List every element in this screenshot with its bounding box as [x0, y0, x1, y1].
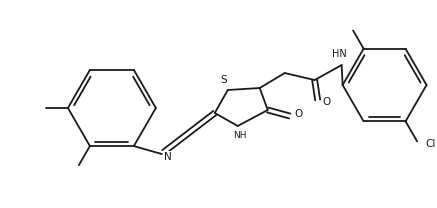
Text: HN: HN	[332, 49, 347, 59]
Text: O: O	[295, 109, 303, 119]
Text: O: O	[323, 97, 331, 107]
Text: NH: NH	[233, 131, 246, 140]
Text: Cl: Cl	[425, 139, 436, 149]
Text: S: S	[220, 75, 227, 85]
Text: N: N	[164, 152, 172, 162]
